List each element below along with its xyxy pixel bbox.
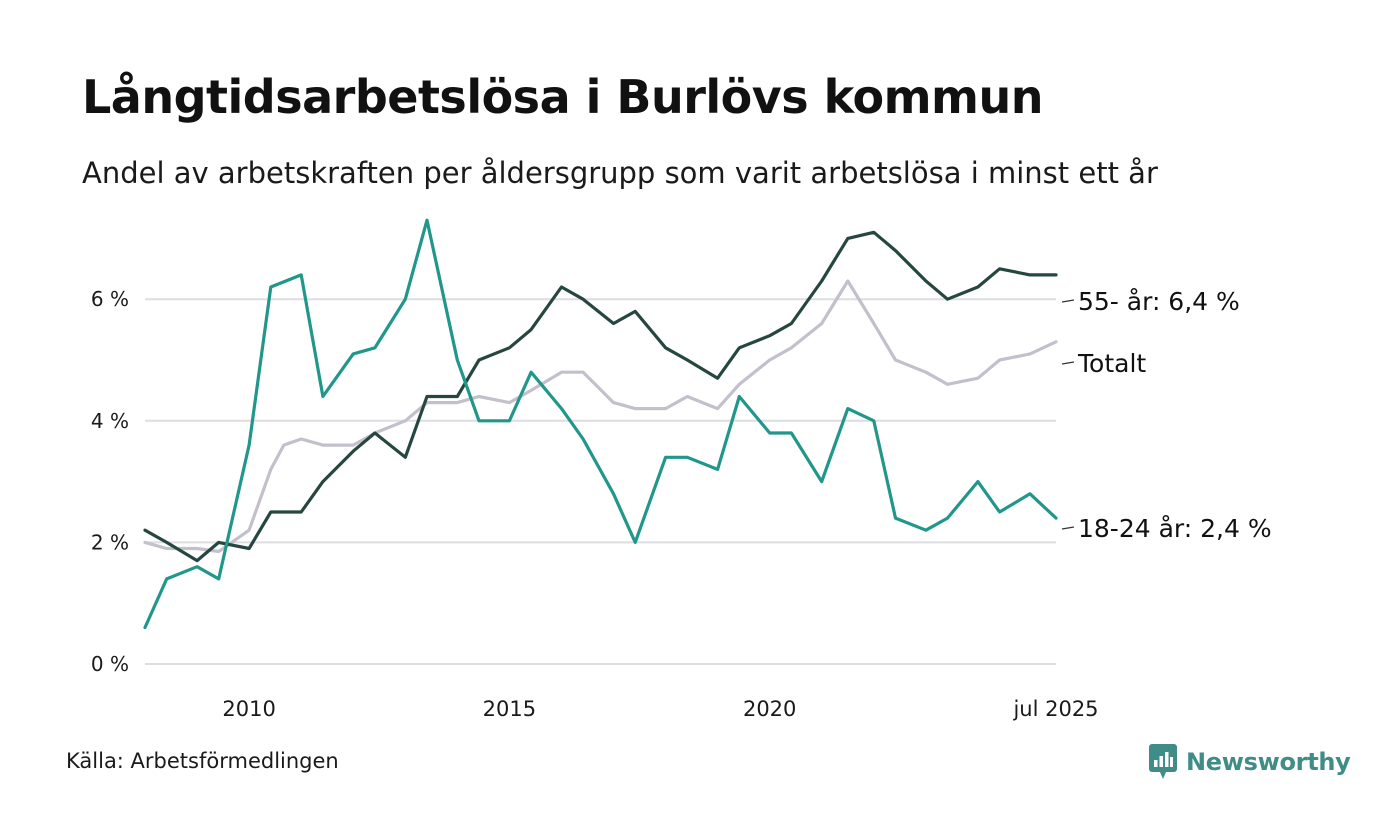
series-end-label: Totalt [1077, 349, 1146, 378]
series-line-18-24-r [143, 218, 1058, 630]
chart-subtitle: Andel av arbetskraften per åldersgrupp s… [82, 156, 1158, 190]
end-label-connector [1061, 526, 1075, 530]
x-axis: 2010 2015 2020 jul 2025 [222, 697, 1098, 721]
gridlines [145, 298, 1056, 665]
y-tick-label: 6 % [91, 287, 129, 311]
y-tick-label: 2 % [91, 530, 129, 554]
end-label-connector [1061, 361, 1075, 365]
x-tick-label: jul 2025 [1012, 697, 1098, 721]
newsworthy-logo-icon [1149, 744, 1177, 779]
series-end-label: 55- år: 6,4 % [1078, 287, 1240, 316]
x-tick-label: 2010 [222, 697, 275, 721]
end-label-connector [1061, 299, 1075, 303]
y-tick-label: 0 % [91, 652, 129, 676]
chart-title: Långtidsarbetslösa i Burlövs kommun [82, 70, 1043, 124]
y-tick-label: 4 % [91, 409, 129, 433]
x-tick-label: 2020 [743, 697, 796, 721]
brand-name: Newsworthy [1186, 748, 1351, 776]
series-line-totalt [143, 279, 1058, 554]
x-tick-label: 2015 [483, 697, 536, 721]
y-axis: 0 % 2 % 4 % 6 % [91, 287, 129, 676]
end-labels: Totalt 55- år: 6,4 % 18-24 år: 2,4 % [1061, 287, 1272, 543]
series-end-label: 18-24 år: 2,4 % [1078, 514, 1272, 543]
brand[interactable]: Newsworthy [1148, 743, 1351, 781]
source-note: Källa: Arbetsförmedlingen [66, 749, 339, 773]
series-lines [143, 218, 1058, 630]
series-line-55-r [143, 230, 1058, 563]
